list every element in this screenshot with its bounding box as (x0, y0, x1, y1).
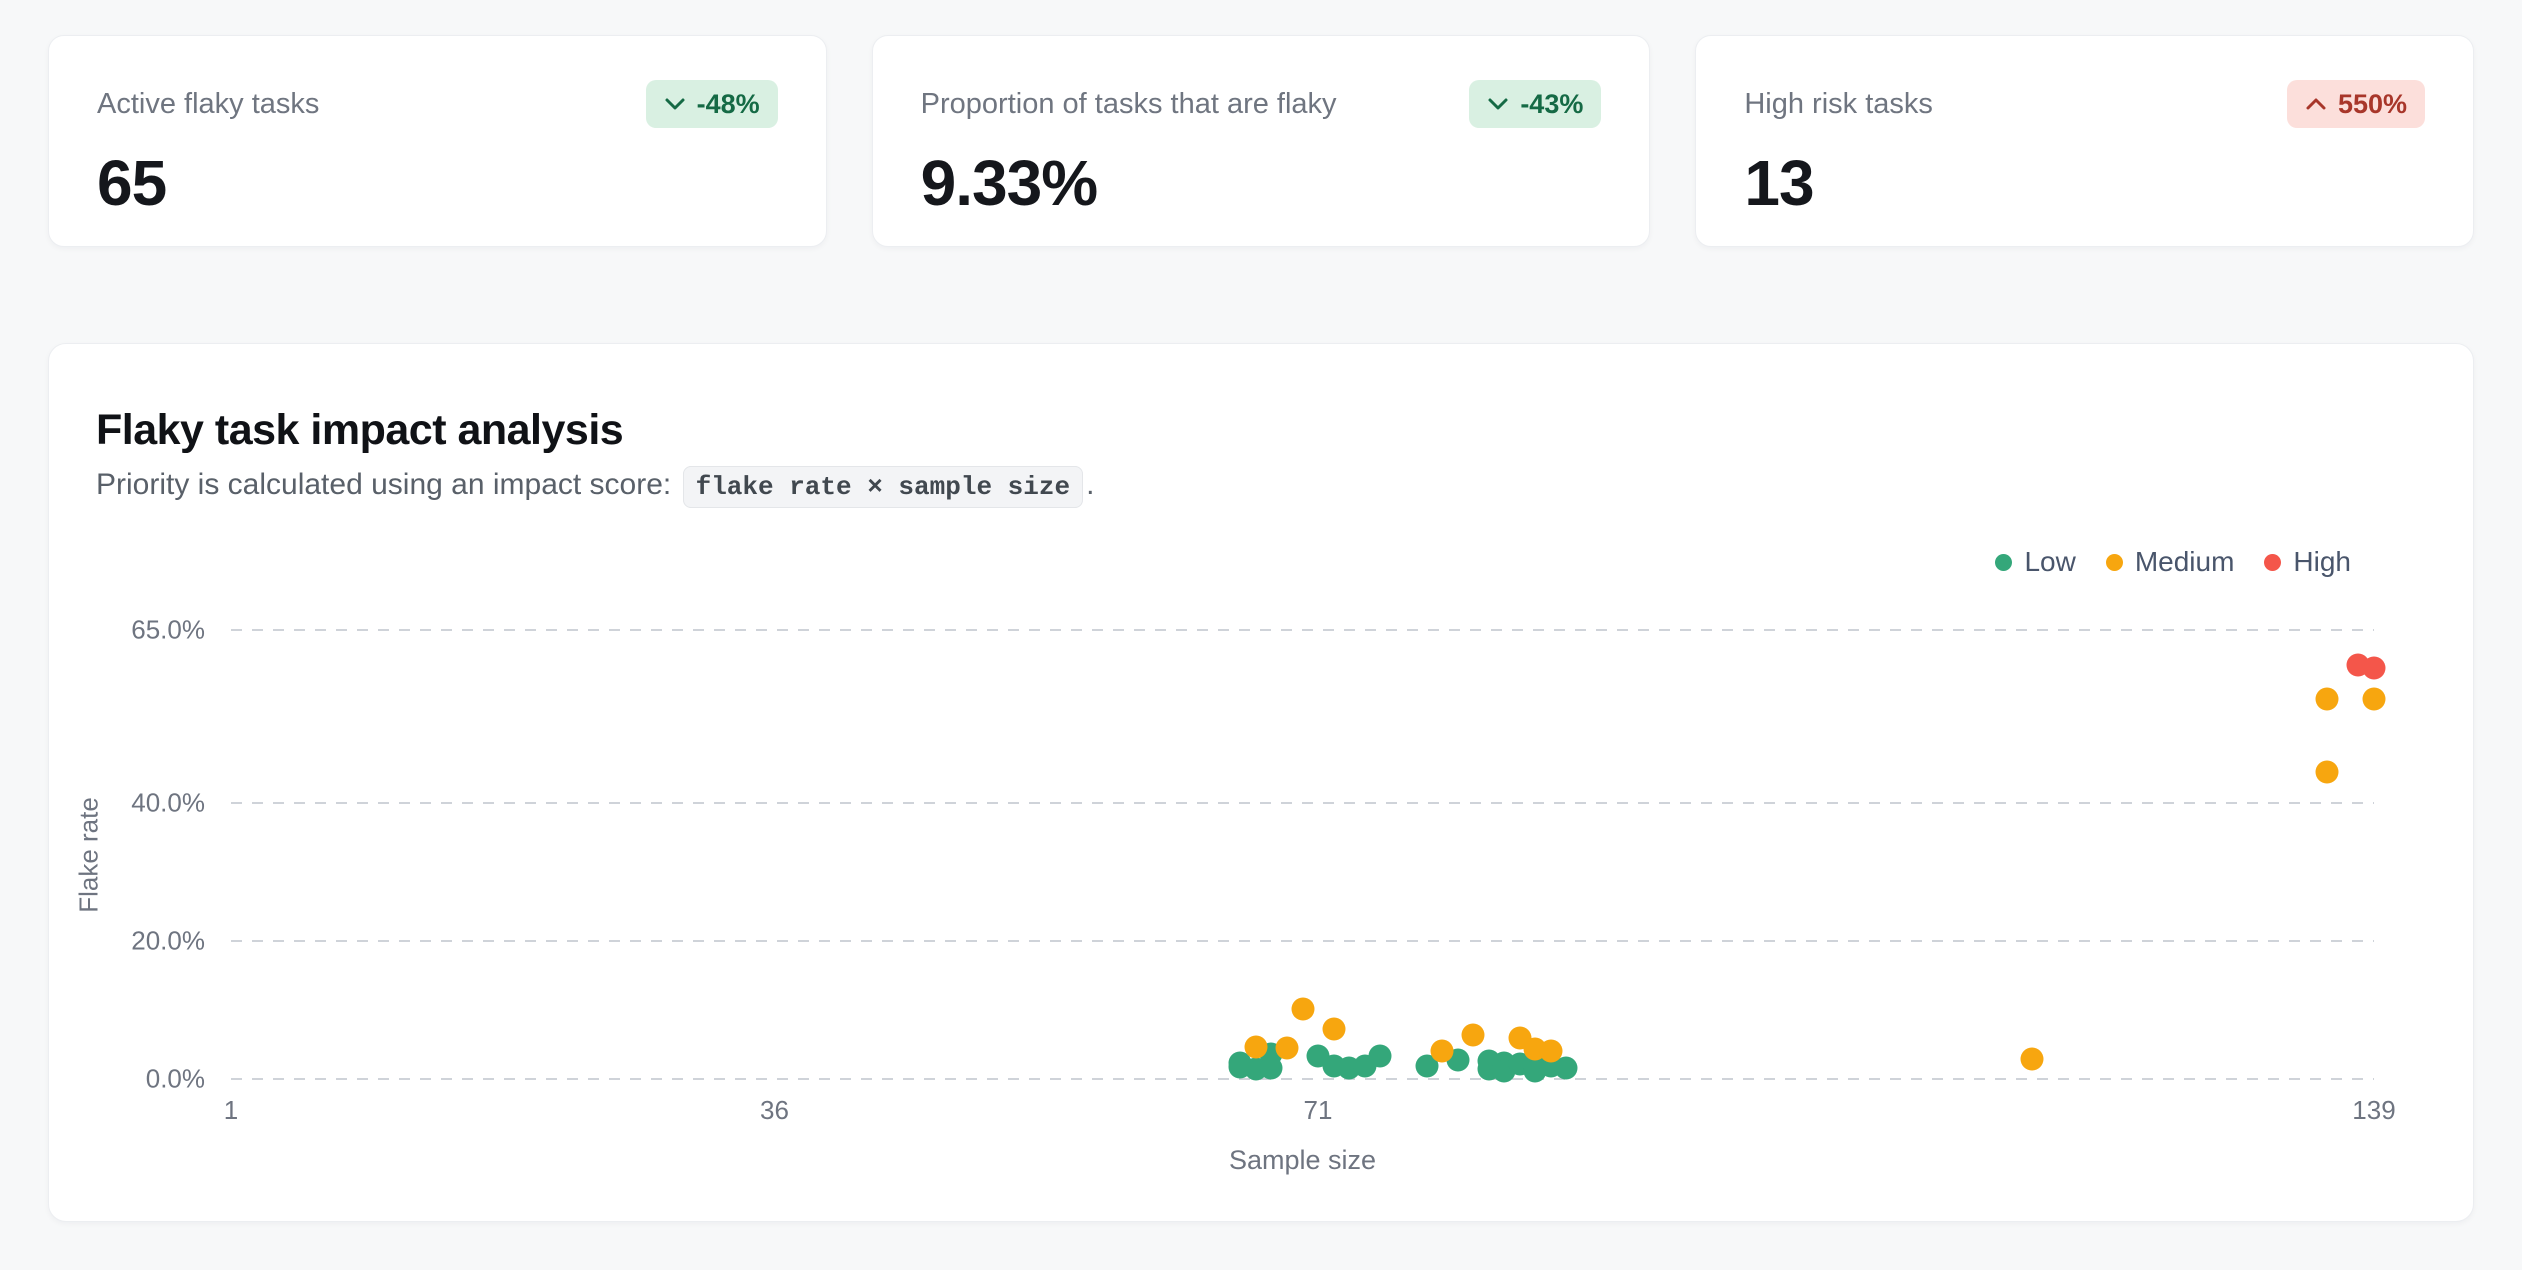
y-tick-label: 65.0% (131, 614, 205, 645)
y-axis-title: Flake rate (73, 796, 104, 913)
scatter-point-medium[interactable] (1244, 1035, 1268, 1059)
scatter-point-medium[interactable] (1275, 1036, 1299, 1060)
scatter-point-medium[interactable] (2315, 760, 2339, 784)
impact-score-formula-chip: flake rate × sample size (682, 466, 1084, 508)
stat-value: 13 (1744, 147, 1814, 220)
legend: Low Medium High (1995, 546, 2351, 578)
scatter-point-medium[interactable] (1430, 1039, 1454, 1063)
x-tick-label: 71 (1303, 1095, 1333, 1125)
legend-item-high[interactable]: High (2264, 546, 2351, 578)
legend-label: Low (2024, 546, 2076, 577)
chart-subtitle-period: . (1086, 468, 1095, 501)
chart-subtitle-text: Priority is calculated using an impact s… (96, 468, 680, 501)
trend-badge: -48% (645, 80, 778, 129)
legend-label: High (2293, 546, 2351, 577)
trend-badge-value: 550% (2337, 89, 2408, 119)
stat-label: Proportion of tasks that are flaky (920, 87, 1337, 120)
legend-label: Medium (2134, 546, 2235, 577)
stat-card-proportion-flaky: Proportion of tasks that are flaky -43% … (871, 35, 1651, 247)
scatter-point-medium[interactable] (2362, 687, 2386, 711)
scatter-point-high[interactable] (2362, 656, 2386, 680)
scatter-point-low[interactable] (1259, 1056, 1283, 1080)
gridline (231, 629, 2374, 631)
scatter-point-medium[interactable] (1461, 1023, 1485, 1047)
x-axis-title: Sample size (1228, 1145, 1377, 1175)
stat-card-high-risk-tasks: High risk tasks 550% 13 (1695, 35, 2475, 247)
legend-item-low[interactable]: Low (1995, 546, 2076, 578)
trend-down-icon (1487, 96, 1509, 112)
trend-up-icon (2305, 96, 2327, 112)
stats-row: Active flaky tasks -48% 65 Proportion of… (0, 0, 2522, 247)
stat-label: Active flaky tasks (97, 87, 320, 120)
chart-title: Flaky task impact analysis (96, 406, 624, 454)
trend-badge: -43% (1469, 80, 1602, 129)
scatter-point-medium[interactable] (2315, 687, 2339, 711)
legend-dot-low (1995, 553, 2013, 571)
stat-value: 65 (97, 147, 167, 220)
trend-badge-value: -43% (1520, 89, 1584, 119)
stat-value: 9.33% (920, 147, 1098, 220)
y-tick-label: 40.0% (131, 787, 205, 818)
trend-badge-value: -48% (696, 89, 760, 119)
legend-dot-medium (2105, 553, 2123, 571)
scatter-point-medium[interactable] (1291, 997, 1314, 1021)
plot-area: Flake rate Sample size 0.0% 20.0% 40.0% 65.… (74, 615, 2396, 1176)
scatter-point-medium[interactable] (2020, 1047, 2044, 1071)
x-tick-label: 36 (760, 1095, 789, 1125)
scatter-point-medium[interactable] (1539, 1039, 1563, 1063)
legend-item-medium[interactable]: Medium (2105, 546, 2235, 578)
trend-badge: 550% (2286, 80, 2426, 129)
gridline (231, 801, 2374, 804)
x-tick-label: 1 (223, 1095, 239, 1125)
scatter-point-medium[interactable] (1322, 1017, 1346, 1041)
stat-card-active-flaky-tasks: Active flaky tasks -48% 65 (48, 35, 827, 247)
y-tick-label: 0.0% (145, 1063, 205, 1094)
legend-dot-high (2264, 553, 2282, 571)
chart-subtitle: Priority is calculated using an impact s… (96, 466, 1095, 508)
scatter-point-low[interactable] (1415, 1054, 1439, 1078)
stat-label: High risk tasks (1744, 87, 1933, 120)
y-tick-label: 20.0% (131, 925, 205, 956)
scatter-point-low[interactable] (1554, 1056, 1578, 1080)
trend-down-icon (664, 96, 686, 112)
x-tick-label: 139 (2352, 1095, 2396, 1125)
gridline (231, 1078, 2374, 1080)
gridline (231, 939, 2374, 942)
scatter-point-low[interactable] (1368, 1044, 1392, 1068)
flaky-task-impact-analysis-card: Flaky task impact analysis Priority is c… (48, 343, 2474, 1222)
